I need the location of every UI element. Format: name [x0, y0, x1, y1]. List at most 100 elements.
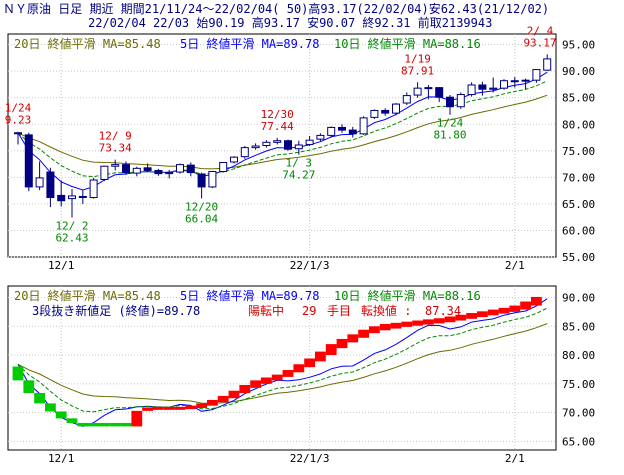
candle-body [154, 169, 163, 175]
x-tick-label: 12/1 [48, 259, 75, 272]
candle-body [89, 179, 98, 199]
annotation-high-value: 73.34 [99, 142, 132, 155]
y-tick-label: 95.00 [562, 39, 595, 52]
line-break-brick [423, 319, 434, 325]
y-tick-label: 85.00 [562, 92, 595, 105]
candle-body [478, 84, 487, 90]
line-break-brick [163, 406, 175, 410]
line-break-grid [8, 286, 556, 450]
line-break-brick [196, 403, 207, 408]
annotation-low-date: 12/20 [185, 200, 218, 213]
line-break-reversal-value: 87.34 [425, 304, 461, 318]
y-tick-label: 75.00 [562, 145, 595, 158]
y-tick-label: 70.00 [562, 171, 595, 184]
line-break-brick [433, 318, 445, 324]
y-tick-label: 65.00 [562, 198, 595, 211]
annotation-high-value: 93.17 [523, 36, 556, 49]
line-break-brick [131, 410, 143, 427]
candle-body [402, 95, 411, 104]
candle-body [132, 167, 141, 174]
line-break-brick [498, 307, 510, 314]
line-break-brick [77, 422, 89, 427]
annotation-high-value: 9.23 [5, 114, 32, 127]
y-tick-label: 60.00 [562, 224, 595, 237]
line-break-brick [390, 322, 402, 329]
annotation-high-date: 1/24 [5, 102, 32, 115]
line-break-bricks [12, 296, 542, 427]
line-break-moving-averages [17, 298, 548, 427]
candle-body [435, 87, 444, 98]
line-break-brick [185, 405, 197, 410]
candle-body [197, 173, 206, 188]
line-break-brick [120, 422, 132, 427]
line-break-brick [455, 314, 467, 321]
x-tick-label: 2/1 [505, 452, 525, 465]
legend-ma10: 10日 終値平滑 MA=88.16 [334, 36, 481, 51]
candle-body [251, 145, 260, 149]
candle-body [510, 80, 519, 83]
ma10-line-bottom [17, 307, 548, 413]
price-chart-y-axis: 95.00 90.00 85.00 80.00 75.00 70.00 65.00 60.00… [562, 39, 595, 264]
line-break-brick [55, 411, 67, 419]
y-tick-label: 80.00 [562, 349, 595, 362]
line-break-brick [531, 296, 542, 306]
candle-body [57, 194, 66, 202]
annotation-low-value: 81.80 [433, 129, 466, 142]
line-break-brick [153, 406, 164, 410]
header-line-1: ＮＹ原油 日足 期近 期間21/11/24～22/02/04( 50)高93.1… [3, 1, 549, 16]
price-chart-legend: 20日 終値平滑 MA=85.48 5日 終値平滑 MA=89.78 10日 終… [14, 36, 481, 51]
candle-body [165, 172, 174, 175]
candle-body [230, 156, 238, 163]
candle-body [143, 167, 152, 171]
candle-body [521, 79, 530, 82]
line-break-brick [401, 321, 413, 327]
candle-body [46, 171, 55, 199]
candle-body [381, 109, 390, 114]
candle-body [467, 84, 476, 96]
candle-body [392, 103, 400, 114]
candle-body [111, 164, 120, 167]
ma5-line-bottom [17, 298, 548, 427]
line-break-brick [336, 338, 348, 349]
candle-body [413, 87, 422, 96]
candle-body [24, 134, 33, 188]
y-tick-label: 55.00 [562, 251, 595, 264]
price-chart-candles [14, 54, 552, 218]
line-break-brick [23, 380, 35, 394]
candle-body [273, 140, 282, 143]
x-tick-label: 22/1/3 [290, 452, 330, 465]
line-break-brick [217, 395, 229, 403]
line-break-count-unit: 手目 [327, 304, 351, 318]
line-break-brick [487, 309, 499, 316]
price-chart-grid [8, 34, 556, 258]
annotation-low-date: 1/ 3 [286, 157, 313, 170]
line-break-brick [207, 399, 218, 406]
candle-body [500, 80, 508, 89]
candle-body [14, 132, 22, 135]
candle-body [176, 164, 184, 173]
candle-body [262, 141, 271, 146]
line-break-y-axis: 90.00 85.00 80.00 75.00 70.00 65.00 [562, 292, 595, 449]
annotation-high-date: 12/30 [261, 108, 294, 121]
line-break-brick [379, 323, 391, 331]
ma20-line-bottom [17, 323, 548, 404]
legend-ma10-bottom: 10日 終値平滑 MA=88.16 [334, 288, 481, 303]
line-break-brick [466, 313, 477, 319]
line-break-status: 陽転中 [248, 303, 284, 318]
candle-body [219, 161, 228, 173]
line-break-legend: 20日 終値平滑 MA=85.48 5日 終値平滑 MA=89.78 10日 終… [14, 288, 481, 318]
line-break-brick [358, 329, 369, 338]
line-break-brick [477, 311, 488, 318]
y-tick-label: 70.00 [562, 407, 595, 420]
candle-body [294, 144, 303, 150]
candle-body [316, 134, 325, 140]
line-break-brick [45, 403, 56, 412]
line-break-brick [99, 422, 110, 427]
line-break-brick [34, 393, 45, 404]
legend-ma20-bottom: 20日 終値平滑 MA=85.48 [14, 288, 161, 303]
line-break-brick [347, 334, 359, 343]
price-chart-frame [7, 33, 557, 258]
line-break-brick [142, 407, 153, 411]
line-break-brick [228, 390, 240, 399]
annotation-low-value: 62.43 [55, 232, 88, 245]
